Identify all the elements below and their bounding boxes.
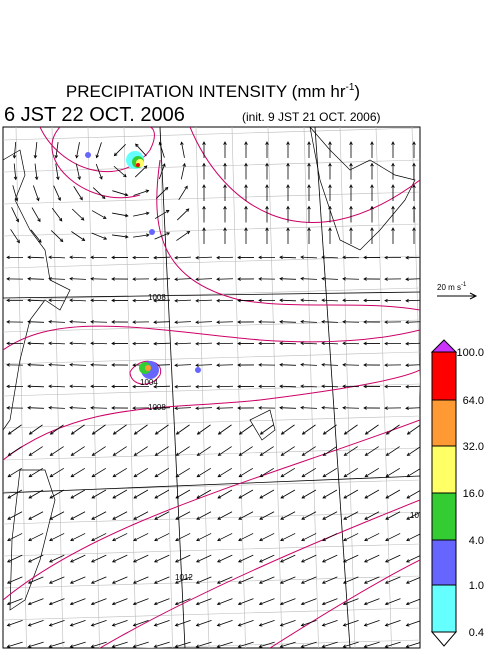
- precip-cell: [136, 163, 140, 167]
- legend-over: [432, 340, 456, 352]
- legend-under: [432, 632, 456, 646]
- legend-label: 64.0: [463, 395, 484, 407]
- legend-label: 100.0: [456, 347, 484, 359]
- wind-scale-sup: -1: [461, 282, 467, 288]
- legend-label: 0.4: [469, 627, 484, 639]
- precip-cell: [195, 367, 201, 373]
- legend-swatch: [432, 446, 456, 493]
- isobar-label: 1008: [148, 293, 166, 302]
- title: PRECIPITATION INTENSITY (mm hr-1): [66, 82, 360, 101]
- wind-scale-text: 20 m s: [437, 283, 461, 292]
- wind-scale: 20 m s-1: [437, 282, 467, 292]
- isobar-label: 1012: [175, 573, 193, 582]
- precip-cell: [145, 365, 151, 371]
- legend-label: 16.0: [463, 488, 484, 500]
- isobar-label: 1008: [148, 403, 166, 412]
- legend-swatch: [432, 540, 456, 585]
- legend-swatch: [432, 493, 456, 540]
- map: 1008 1004 1008 1012 1016: [0, 127, 465, 650]
- legend-label: 32.0: [463, 441, 484, 453]
- isobar-label: 1004: [140, 378, 158, 387]
- legend: 100.0 64.0 32.0 16.0 4.0 1.0 0.4: [432, 340, 484, 646]
- legend-label: 1.0: [469, 580, 484, 592]
- legend-label: 4.0: [469, 535, 484, 547]
- title-text: PRECIPITATION INTENSITY (mm hr: [66, 82, 346, 101]
- map-frame: [3, 127, 420, 648]
- init-time: (init. 9 JST 21 OCT. 2006): [242, 110, 381, 124]
- isobar-label: 1016: [410, 511, 428, 520]
- precip-cell: [85, 152, 91, 158]
- valid-time: 6 JST 22 OCT. 2006: [4, 104, 185, 126]
- legend-swatch: [432, 585, 456, 632]
- precip-cell: [149, 229, 155, 235]
- legend-swatch: [432, 352, 456, 400]
- legend-swatch: [432, 400, 456, 446]
- title-close: ): [354, 82, 360, 101]
